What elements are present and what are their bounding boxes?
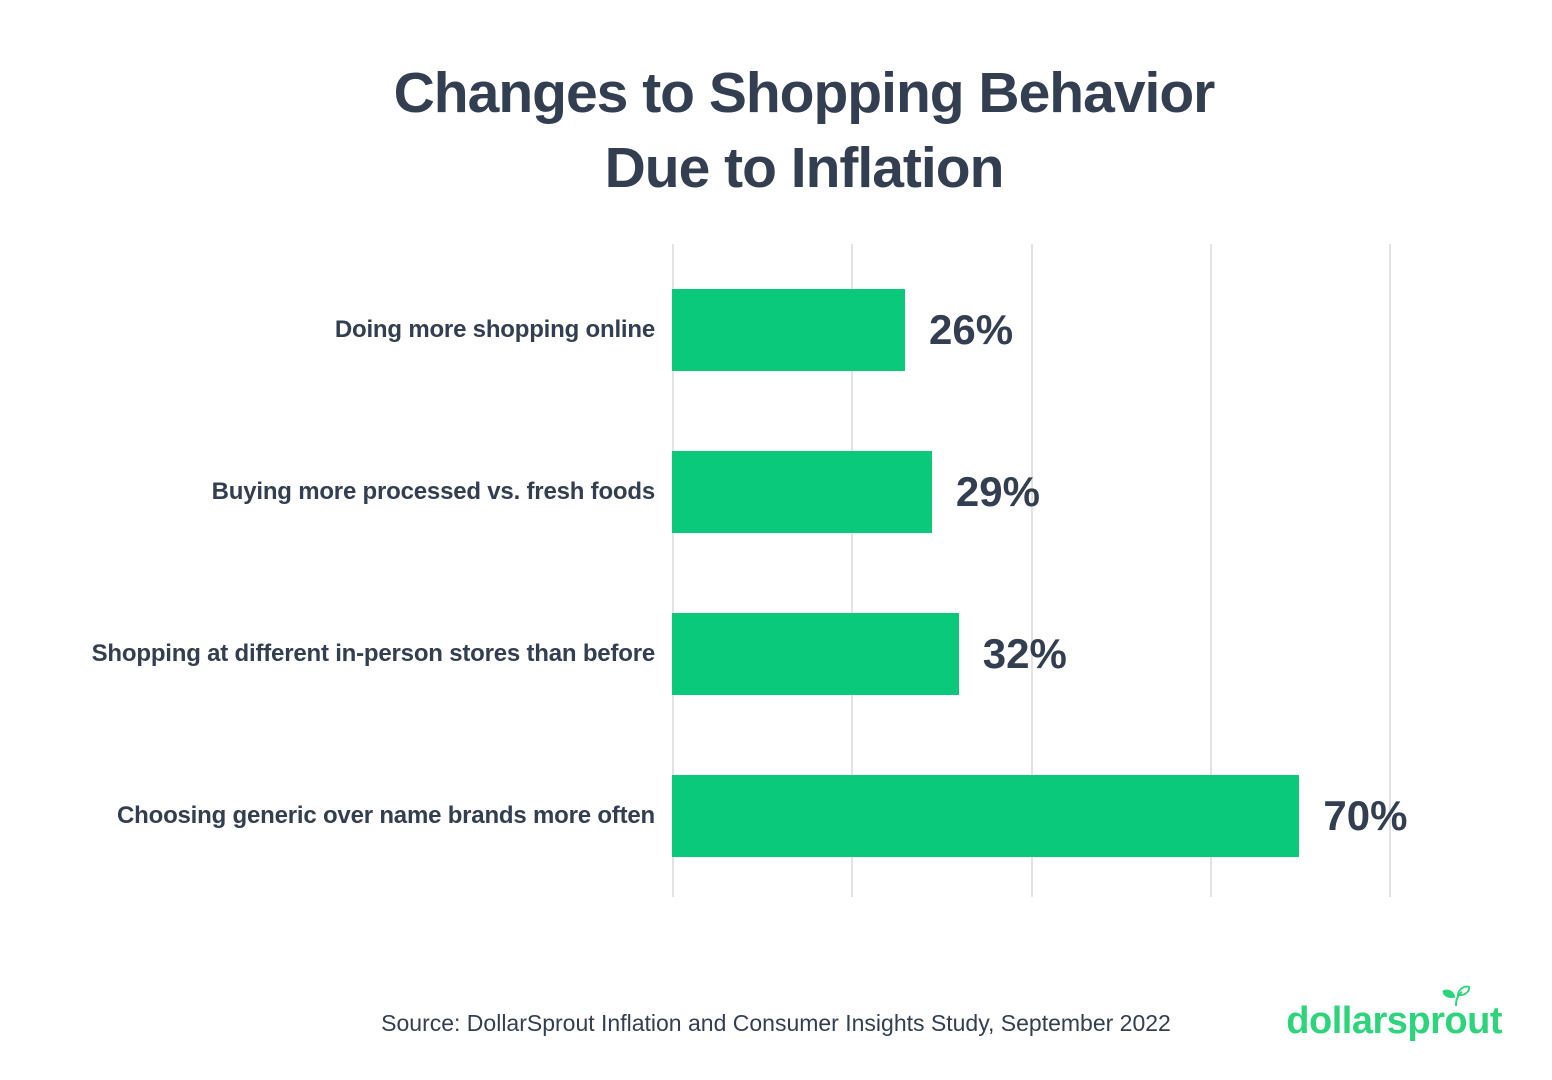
bar-row: Buying more processed vs. fresh foods 29…: [0, 411, 1552, 573]
plot-cell: 32%: [672, 573, 1552, 735]
chart-title: Changes to Shopping Behavior Due to Infl…: [0, 56, 1552, 206]
value-label: 26%: [929, 306, 1014, 353]
chart-title-line2: Due to Inflation: [604, 136, 1005, 201]
value-label: 32%: [982, 630, 1067, 677]
gridline: [1389, 244, 1391, 897]
grid-layer: [672, 244, 1552, 897]
bar-chart: Doing more shopping online 26% Buying mo…: [0, 244, 1552, 897]
category-label: Choosing generic over name brands more o…: [117, 802, 655, 830]
gridline: [851, 244, 854, 897]
logo-text-part2: ut: [1467, 1000, 1502, 1042]
sprout-leaves-icon: [1442, 985, 1471, 1006]
category-label: Shopping at different in-person stores t…: [91, 640, 656, 668]
gridline: [1030, 244, 1033, 897]
plot-cell: 29%: [672, 411, 1552, 573]
plot-cell: 70%: [672, 735, 1552, 897]
chart-title-line1: Changes to Shopping Behavior: [393, 61, 1216, 125]
value-label: 29%: [955, 468, 1040, 515]
bar-rows: Doing more shopping online 26% Buying mo…: [0, 249, 1552, 897]
plot-cell: 26%: [672, 249, 1552, 411]
category-label: Doing more shopping online: [334, 316, 655, 344]
bar: [672, 289, 906, 371]
bar: [672, 451, 932, 533]
logo-letter-o: o: [1442, 985, 1471, 1040]
dollarsprout-logo: dollarspro ut: [1286, 985, 1502, 1042]
category-label: Buying more processed vs. fresh foods: [211, 478, 656, 506]
value-label: 70%: [1323, 792, 1408, 839]
gridline: [672, 244, 674, 897]
bar-row: Choosing generic over name brands more o…: [0, 735, 1552, 897]
bar-row: Doing more shopping online 26%: [0, 249, 1552, 411]
bar: [672, 775, 1300, 857]
logo-text-part1: dollarspr: [1286, 1000, 1445, 1042]
gridline: [1209, 244, 1212, 897]
bar: [672, 613, 959, 695]
bar-row: Shopping at different in-person stores t…: [0, 573, 1552, 735]
source-text: Source: DollarSprout Inflation and Consu…: [381, 1010, 1171, 1036]
